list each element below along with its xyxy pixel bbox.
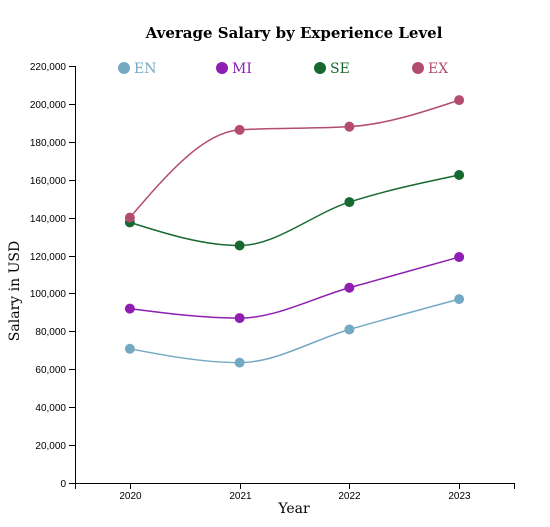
data-point-ex[interactable] — [234, 124, 245, 135]
x-tick-label: 2021 — [229, 491, 252, 502]
chart-title: Average Salary by Experience Level — [145, 24, 443, 42]
legend-item-ex[interactable]: EX — [412, 61, 448, 77]
y-axis-line — [69, 66, 76, 484]
x-axis: 2020 2021 2022 2023 — [75, 483, 515, 502]
series-line-ex — [129, 99, 460, 219]
x-tick-label: 2020 — [119, 491, 142, 502]
series-points — [124, 95, 465, 368]
y-tick-label: 20,000 — [35, 441, 66, 452]
legend-swatch — [216, 62, 228, 74]
legend-swatch — [314, 62, 326, 74]
legend-item-se[interactable]: SE — [314, 61, 350, 77]
data-point-mi[interactable] — [124, 303, 135, 314]
y-tick-label: 140,000 — [30, 214, 67, 225]
data-point-ex[interactable] — [454, 95, 465, 106]
y-tick-label: 100,000 — [30, 289, 67, 300]
data-point-se[interactable] — [234, 240, 245, 251]
legend-item-mi[interactable]: MI — [216, 61, 252, 77]
x-axis-line — [75, 483, 515, 489]
legend-label: EX — [428, 61, 448, 77]
data-point-ex[interactable] — [344, 121, 355, 132]
x-tick-label: 2023 — [448, 491, 471, 502]
data-point-se[interactable] — [344, 197, 355, 208]
data-point-se[interactable] — [454, 169, 465, 180]
y-tick-label: 120,000 — [30, 252, 67, 263]
data-point-mi[interactable] — [454, 252, 465, 263]
y-tick-label: 220,000 — [30, 62, 67, 73]
data-point-en[interactable] — [234, 357, 245, 368]
series-lines — [129, 99, 460, 364]
legend-item-en[interactable]: EN — [118, 61, 156, 77]
legend: EN MI SE EX — [118, 61, 448, 77]
data-point-mi[interactable] — [344, 282, 355, 293]
y-tick-label: 160,000 — [30, 176, 67, 187]
y-tick-label: 60,000 — [35, 365, 66, 376]
y-axis-label: Salary in USD — [7, 241, 23, 341]
data-point-mi[interactable] — [234, 313, 245, 324]
y-tick-label: 0 — [60, 479, 66, 490]
series-line-en — [129, 298, 460, 364]
x-axis-label: Year — [277, 501, 310, 517]
series-line-mi — [129, 256, 460, 319]
data-point-en[interactable] — [454, 294, 465, 305]
y-tick-label: 80,000 — [35, 327, 66, 338]
x-tick-label: 2022 — [338, 491, 361, 502]
legend-label: SE — [330, 61, 350, 77]
data-point-en[interactable] — [124, 343, 135, 354]
legend-swatch — [118, 62, 130, 74]
y-tick-label: 40,000 — [35, 403, 66, 414]
series-line-se — [129, 174, 460, 247]
data-point-ex[interactable] — [124, 212, 135, 223]
legend-swatch — [412, 62, 424, 74]
legend-label: EN — [134, 61, 156, 77]
y-tick-label: 200,000 — [30, 100, 67, 111]
data-point-en[interactable] — [344, 324, 355, 335]
y-tick-label: 180,000 — [30, 138, 67, 149]
legend-label: MI — [232, 61, 252, 77]
y-axis: 0 20,000 40,000 60,000 80,000 100,000 120,000 1… — [30, 62, 76, 490]
